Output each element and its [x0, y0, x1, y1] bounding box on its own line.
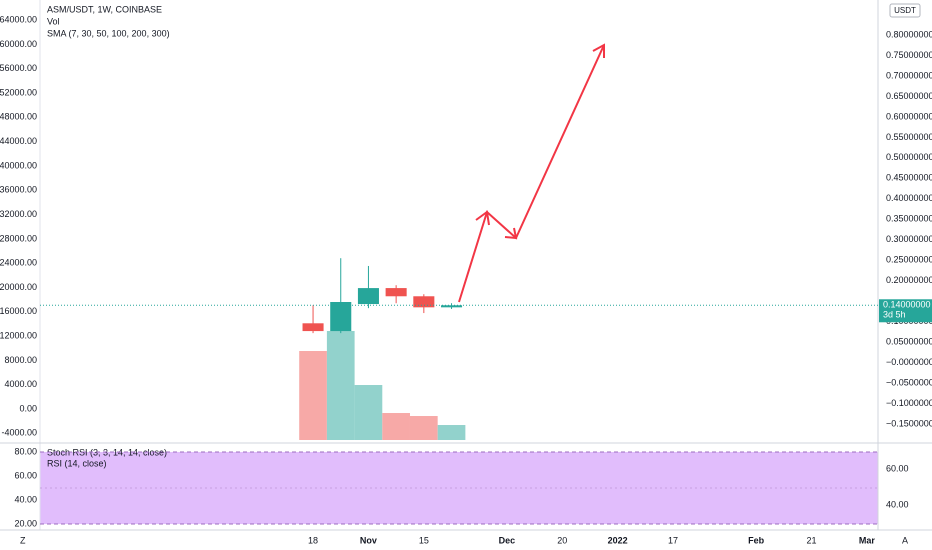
price-tick-label: 0.55000000	[886, 132, 932, 142]
candle-body	[357, 288, 379, 305]
volume-bar	[299, 351, 327, 440]
volume-tick-label: 32000.00	[0, 209, 37, 219]
volume-tick-label: 52000.00	[0, 87, 37, 97]
candle-body	[385, 288, 407, 297]
price-tick-label: 0.35000000	[886, 214, 932, 224]
volume-tick-label: 4000.00	[4, 379, 37, 389]
volume-tick-label: 56000.00	[0, 63, 37, 73]
price-tick-label: 0.75000000	[886, 50, 932, 60]
price-tick-label: 0.50000000	[886, 152, 932, 162]
price-tick-label: 0.60000000	[886, 111, 932, 121]
volume-tick-label: 48000.00	[0, 112, 37, 122]
rsi-left-tick-label: 20.00	[14, 518, 37, 528]
rsi-right-tick-label: 40.00	[886, 499, 909, 509]
volume-bar	[437, 425, 466, 440]
rsi-left-tick-label: 60.00	[14, 470, 37, 480]
time-tick-label: Feb	[748, 535, 765, 545]
time-tick-label: 21	[807, 535, 817, 545]
volume-tick-label: 8000.00	[4, 355, 37, 365]
volume-tick-label: 0.00	[19, 403, 37, 413]
time-tick-label: Nov	[360, 535, 377, 545]
price-tick-label: −0.05000000	[886, 377, 932, 387]
auto-scale-button[interactable]: A	[902, 535, 908, 545]
price-tick-label: 0.25000000	[886, 255, 932, 265]
volume-tick-label: 60000.00	[0, 39, 37, 49]
candle-body	[302, 323, 324, 332]
price-tick-label: 0.80000000	[886, 29, 932, 39]
volume-tick-label: 40000.00	[0, 160, 37, 170]
time-tick-label: 20	[557, 535, 567, 545]
rsi-right-tick-label: 60.00	[886, 463, 909, 473]
rsi-left-tick-label: 40.00	[14, 494, 37, 504]
volume-tick-label: 16000.00	[0, 306, 37, 316]
rsi-legend: RSI (14, close)	[47, 458, 107, 468]
volume-bar	[354, 385, 383, 440]
candle-body	[413, 296, 435, 308]
last-price-box	[879, 299, 932, 323]
time-tick-label: Dec	[499, 535, 516, 545]
volume-tick-label: 64000.00	[0, 15, 37, 25]
price-tick-label: 0.45000000	[886, 173, 932, 183]
volume-bar	[382, 413, 410, 440]
sma-legend: SMA (7, 30, 50, 100, 200, 300)	[47, 28, 170, 38]
price-tick-label: −0.10000000	[886, 398, 932, 408]
arrow-drawing	[458, 43, 605, 303]
rsi-left-tick-label: 80.00	[14, 446, 37, 456]
volume-legend: Vol	[47, 16, 60, 26]
price-tick-label: 0.05000000	[886, 337, 932, 347]
volume-tick-label: 44000.00	[0, 136, 37, 146]
time-tick-label: 18	[308, 535, 318, 545]
volume-tick-label: 20000.00	[0, 282, 37, 292]
volume-tick-label: 24000.00	[0, 258, 37, 268]
currency-box	[889, 3, 921, 18]
time-tick-label: 2022	[608, 535, 628, 545]
time-tick-label: 17	[668, 535, 678, 545]
volume-tick-label: 12000.00	[0, 330, 37, 340]
symbol-title: ASM/USDT, 1W, COINBASE	[47, 4, 162, 14]
volume-bar	[409, 416, 438, 440]
price-tick-label: 0.70000000	[886, 70, 932, 80]
price-tick-label: 0.30000000	[886, 234, 932, 244]
countdown-label: 3d 5h	[883, 310, 906, 320]
rsi-band	[40, 451, 878, 525]
price-tick-label: 0.65000000	[886, 91, 932, 101]
candle-body	[330, 302, 352, 332]
price-tick-label: 0.40000000	[886, 193, 932, 203]
volume-tick-label: -4000.00	[1, 428, 37, 438]
volume-bar	[326, 331, 355, 440]
volume-tick-label: 36000.00	[0, 185, 37, 195]
price-tick-label: 0.20000000	[886, 275, 932, 285]
candle-body	[440, 305, 463, 308]
time-tick-label: Mar	[859, 535, 876, 545]
stoch-rsi-legend: Stoch RSI (3, 3, 14, 14, close)	[47, 447, 167, 457]
timezone-button[interactable]: Z	[20, 535, 26, 545]
volume-tick-label: 28000.00	[0, 233, 37, 243]
last-price-label: 0.14000000	[883, 300, 931, 310]
price-tick-label: −0.15000000	[886, 418, 932, 428]
currency-label: USDT	[894, 6, 916, 15]
time-tick-label: 15	[419, 535, 429, 545]
